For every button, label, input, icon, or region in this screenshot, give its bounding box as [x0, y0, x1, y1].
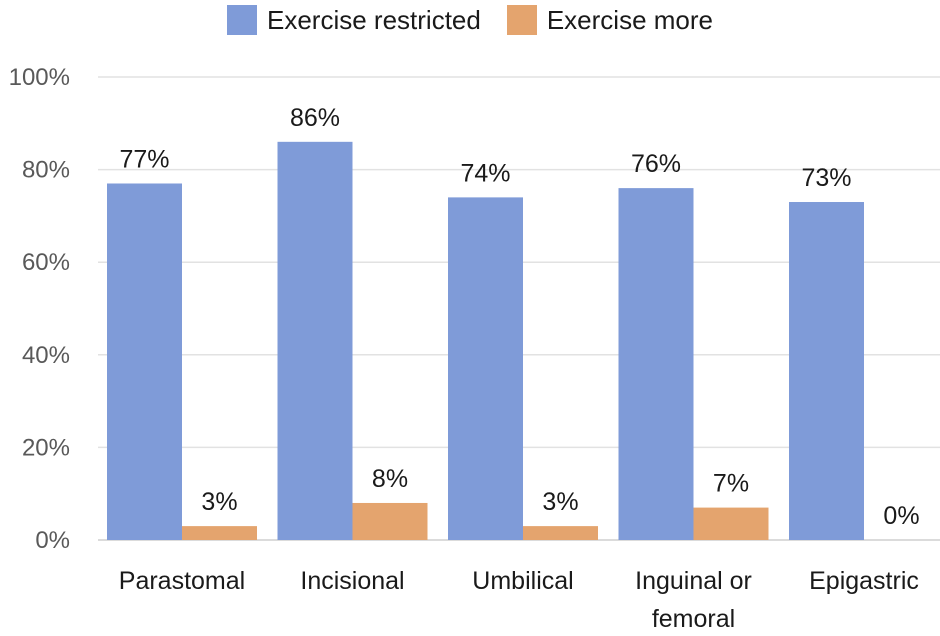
data-label: 7%: [713, 470, 749, 498]
bar-exercise-more: [693, 507, 769, 540]
x-category-label-line: Umbilical: [472, 567, 573, 595]
data-label: 3%: [201, 488, 237, 516]
legend-label-exercise-more: Exercise more: [546, 4, 713, 35]
legend-item-exercise-more: Exercise more: [506, 4, 713, 36]
data-label: 8%: [372, 465, 408, 493]
data-label: 77%: [119, 145, 169, 173]
x-category-label-line: Parastomal: [119, 567, 245, 595]
bar-exercise-restricted: [107, 183, 182, 541]
x-category-label-line: Incisional: [300, 567, 404, 595]
data-label: 86%: [290, 104, 340, 132]
data-label: 76%: [631, 150, 681, 178]
y-tick-label: 0%: [35, 527, 70, 554]
bar-exercise-restricted: [789, 202, 864, 540]
data-label: 0%: [883, 502, 919, 530]
y-tick-label: 80%: [22, 157, 70, 184]
bar-exercise-more: [352, 502, 428, 540]
legend: Exercise restricted Exercise more: [0, 2, 940, 38]
y-tick-label: 100%: [9, 64, 70, 91]
legend-item-exercise-restricted: Exercise restricted: [227, 5, 481, 36]
y-tick-label: 20%: [22, 434, 70, 461]
legend-label-exercise-restricted: Exercise restricted: [267, 4, 481, 35]
bar-exercise-restricted: [618, 188, 694, 540]
bar-exercise-restricted: [448, 197, 523, 540]
x-category-label-line: Epigastric: [809, 567, 919, 595]
bar-exercise-more: [523, 526, 598, 540]
x-category-label: Inguinal or femoral: [635, 567, 752, 633]
bar-exercise-restricted: [277, 141, 353, 540]
data-label: 73%: [801, 164, 851, 192]
legend-swatch-exercise-restricted: [227, 5, 257, 35]
x-category-label: Epigastric: [809, 567, 919, 595]
x-category-label: Umbilical: [472, 567, 573, 595]
y-tick-label: 40%: [22, 342, 70, 369]
x-category-label: Parastomal: [119, 567, 245, 595]
y-tick-label: 60%: [22, 249, 70, 276]
legend-swatch-exercise-more: [506, 5, 537, 35]
data-label: 74%: [460, 159, 510, 187]
x-category-label: Incisional: [300, 567, 404, 595]
x-category-label-line: Inguinal or: [635, 567, 752, 595]
bar-exercise-more: [182, 526, 257, 540]
data-label: 3%: [542, 488, 578, 516]
x-category-label-line: femoral: [652, 605, 735, 633]
